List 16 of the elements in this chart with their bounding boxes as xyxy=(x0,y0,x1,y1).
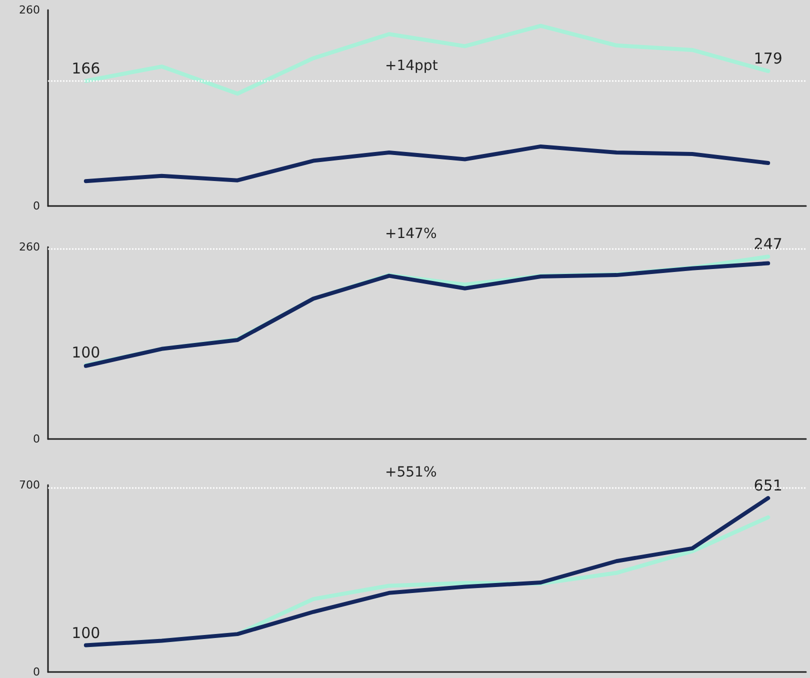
y-tick-label: 0 xyxy=(33,200,40,212)
y-tick-label: 260 xyxy=(19,4,40,16)
y-tick-label: 260 xyxy=(19,240,40,254)
text: +147% xyxy=(385,226,437,242)
y-tick-label: 700 xyxy=(19,478,40,492)
data-label: 100 xyxy=(72,624,100,642)
annotation: +14ppt xyxy=(385,58,438,74)
data-label: 651 xyxy=(754,476,782,495)
data-label: 247 xyxy=(754,235,782,254)
text: +551% xyxy=(385,464,437,481)
data-label: 179 xyxy=(754,50,782,68)
y-tick-label: 0 xyxy=(33,666,40,678)
y-tick-label: 0 xyxy=(33,432,40,446)
data-label: 166 xyxy=(72,59,100,78)
line-series xyxy=(84,144,770,184)
data-label: 100 xyxy=(72,344,100,362)
